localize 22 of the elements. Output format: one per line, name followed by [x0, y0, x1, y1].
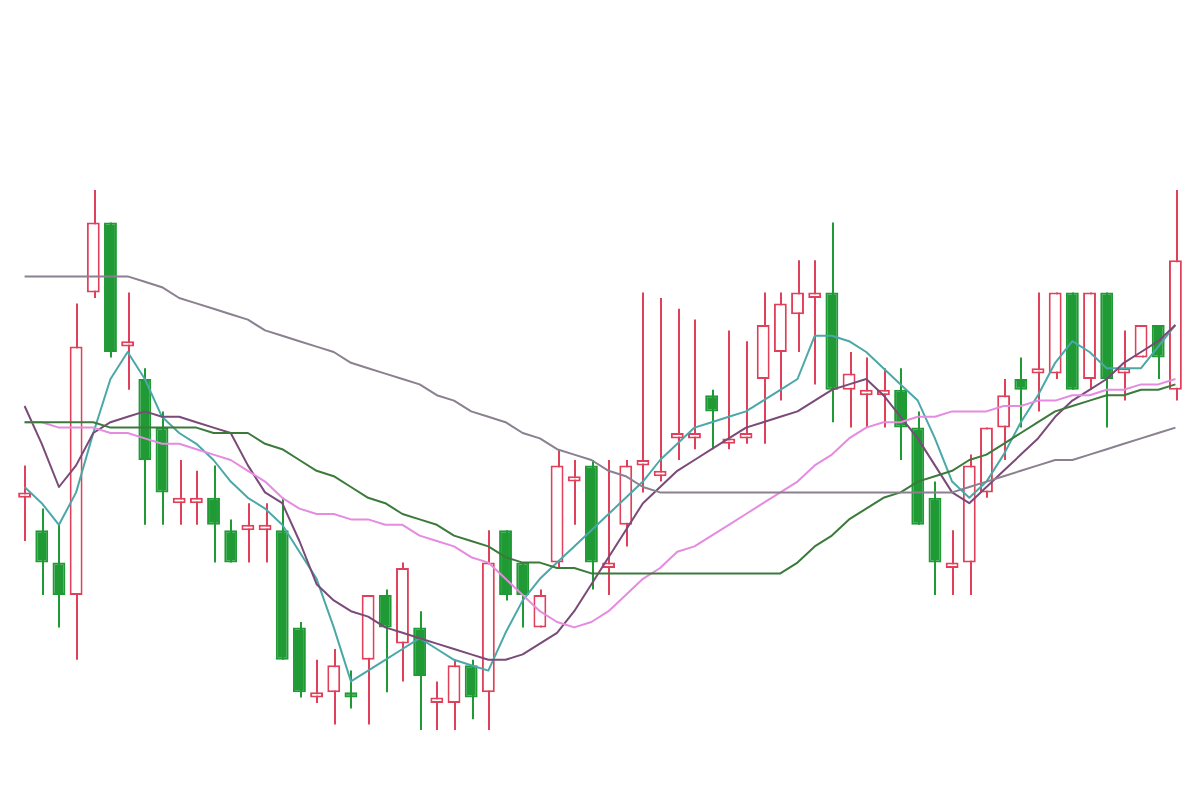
- candlestick: [997, 378, 1011, 461]
- candlestick: [722, 329, 736, 451]
- candlestick: [516, 561, 530, 629]
- candlestick: [567, 459, 581, 526]
- candlestick: [413, 610, 427, 731]
- candlestick: [773, 291, 787, 402]
- candlestick: [378, 588, 392, 694]
- candlestick: [1031, 291, 1045, 413]
- candlestick: [310, 658, 324, 704]
- candlestick: [791, 259, 804, 353]
- candlestick: [207, 464, 220, 564]
- candlestick: [344, 669, 358, 710]
- candlestick: [224, 518, 238, 564]
- candlestick: [35, 507, 49, 596]
- candlestick: [705, 388, 719, 451]
- candlestick: [464, 658, 478, 721]
- candlestick: [327, 648, 341, 726]
- candlestick: [1117, 329, 1131, 402]
- candlestick: [18, 464, 32, 542]
- candlestick: [121, 291, 135, 391]
- candlestick: [1014, 356, 1028, 429]
- candlestick: [447, 658, 461, 731]
